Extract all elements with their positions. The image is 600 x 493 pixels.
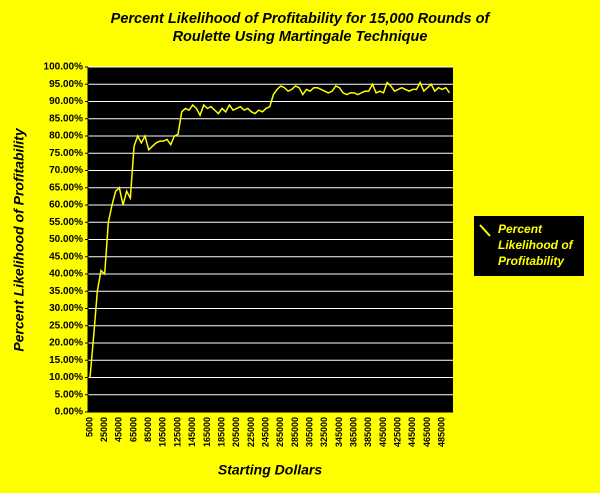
y-tick-label: 95.00% [49, 79, 83, 90]
x-tick-label: 405000 [378, 417, 388, 447]
x-tick-label: 105000 [158, 417, 168, 447]
x-tick-label: 165000 [202, 417, 212, 447]
legend-swatch [479, 224, 491, 237]
y-tick-label: 15.00% [49, 355, 83, 366]
x-tick-label: 145000 [187, 417, 197, 447]
y-tick-label: 10.00% [49, 372, 83, 383]
chart-title: Percent Likelihood of Profitability for … [110, 11, 490, 45]
x-tick-label: 485000 [437, 417, 447, 447]
x-tick-label: 65000 [128, 417, 138, 442]
y-tick-label: 60.00% [49, 200, 83, 211]
y-tick-label: 35.00% [49, 286, 83, 297]
data-line [89, 80, 451, 378]
x-tick-label: 125000 [172, 417, 182, 447]
x-tick-label: 385000 [363, 417, 373, 447]
y-tick-label: 55.00% [49, 217, 83, 228]
y-tick-label: 25.00% [49, 320, 83, 331]
x-tick-label: 325000 [319, 417, 329, 447]
y-tick-label: 50.00% [49, 234, 83, 245]
x-tick-label: 185000 [216, 417, 226, 447]
x-tick-label: 5000 [84, 417, 94, 437]
x-axis-title: Starting Dollars [218, 462, 322, 478]
y-tick-label: 80.00% [49, 131, 83, 142]
x-tick-label: 265000 [275, 417, 285, 447]
y-tick-label: 75.00% [49, 148, 83, 159]
y-axis-title: Percent Likelihood of Profitability [11, 127, 27, 351]
y-tick-label: 45.00% [49, 251, 83, 262]
x-tick-label: 445000 [407, 417, 417, 447]
x-tick-label: 245000 [260, 417, 270, 447]
x-tick-label: 225000 [246, 417, 256, 447]
legend-line [479, 224, 491, 237]
x-tick-label: 85000 [143, 417, 153, 442]
legend: Percent Likelihood of Profitability [474, 216, 584, 276]
x-tick-label: 45000 [114, 417, 124, 442]
x-tick-label: 365000 [348, 417, 358, 447]
x-tick-label: 205000 [231, 417, 241, 447]
x-tick-label: 465000 [422, 417, 432, 447]
y-tick-label: 40.00% [49, 269, 83, 280]
x-tick-label: 285000 [290, 417, 300, 447]
y-tick-label: 30.00% [49, 303, 83, 314]
y-tick-label: 65.00% [49, 182, 83, 193]
x-tick-label: 345000 [334, 417, 344, 447]
y-tick-label: 20.00% [49, 338, 83, 349]
y-tick-label: 0.00% [55, 407, 83, 418]
y-tick-label: 70.00% [49, 165, 83, 176]
x-tick-label: 25000 [99, 417, 109, 442]
y-tick-label: 85.00% [49, 113, 83, 124]
y-tick-label: 90.00% [49, 96, 83, 107]
legend-label: Percent Likelihood of Profitability [498, 222, 573, 268]
x-tick-label: 305000 [304, 417, 314, 447]
y-tick-label: 5.00% [55, 389, 83, 400]
y-tick-label: 100.00% [44, 62, 84, 73]
x-tick-label: 425000 [393, 417, 403, 447]
